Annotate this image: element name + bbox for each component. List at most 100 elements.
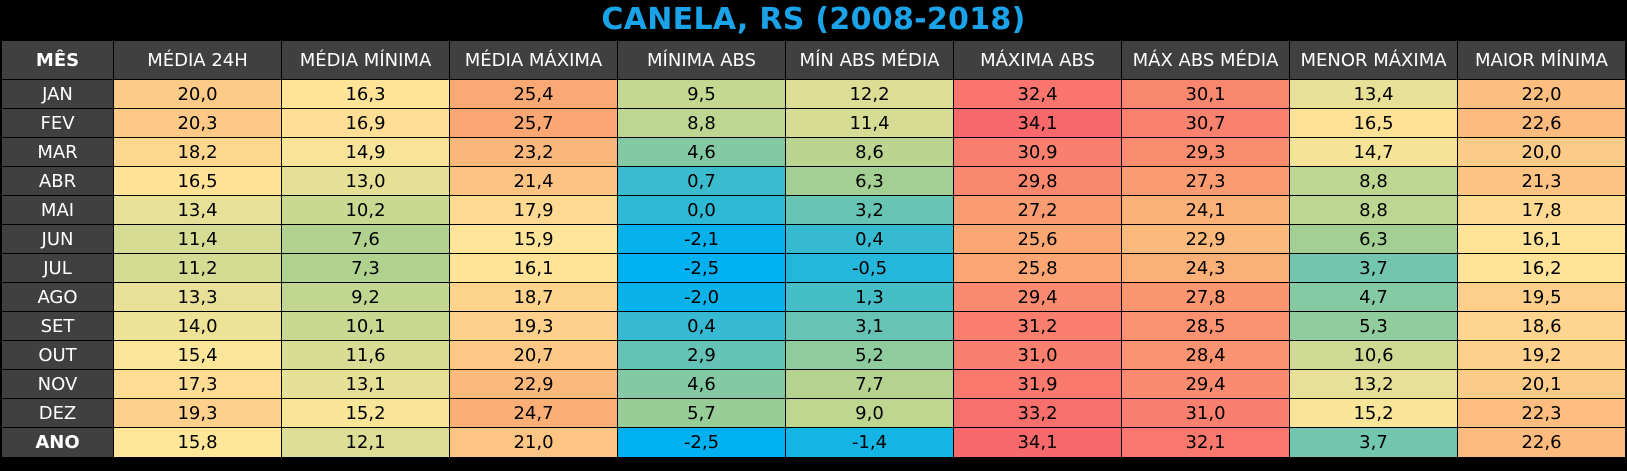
value-cell: 1,3: [785, 282, 954, 312]
value-cell: 12,1: [281, 427, 450, 458]
value-cell: 5,2: [785, 340, 954, 370]
value-cell: 4,6: [617, 369, 786, 399]
annual-row: ANO 15,8 12,1 21,0 -2,5 -1,4 34,1 32,1 3,7 22,6: [1, 427, 1626, 458]
value-cell: 13,4: [1289, 79, 1458, 109]
row-label: JAN: [1, 79, 114, 109]
value-cell: 24,1: [1121, 195, 1290, 225]
month-row: FEV 20,3 16,9 25,7 8,8 11,4 34,1 30,7 16,5 22,6: [1, 108, 1626, 138]
value-cell: 9,2: [281, 282, 450, 312]
value-cell: 6,3: [1289, 224, 1458, 254]
value-cell: 8,8: [1289, 195, 1458, 225]
row-label: FEV: [1, 108, 114, 138]
value-cell: 0,4: [785, 224, 954, 254]
column-header: MÁXIMA ABS: [953, 40, 1122, 80]
value-cell: 32,1: [1121, 427, 1290, 458]
value-cell: 0,0: [617, 195, 786, 225]
value-cell: 14,0: [113, 311, 282, 341]
value-cell: 27,2: [953, 195, 1122, 225]
value-cell: 28,4: [1121, 340, 1290, 370]
value-cell: 14,7: [1289, 137, 1458, 167]
value-cell: 19,3: [449, 311, 618, 341]
value-cell: 31,0: [1121, 398, 1290, 428]
month-row: JUN 11,4 7,6 15,9 -2,1 0,4 25,6 22,9 6,3 16,1: [1, 224, 1626, 254]
value-cell: 15,9: [449, 224, 618, 254]
value-cell: 25,4: [449, 79, 618, 109]
value-cell: 19,2: [1457, 340, 1626, 370]
month-row: DEZ 19,3 15,2 24,7 5,7 9,0 33,2 31,0 15,2 22,3: [1, 398, 1626, 428]
row-label: SET: [1, 311, 114, 341]
value-cell: 7,6: [281, 224, 450, 254]
value-cell: 8,8: [1289, 166, 1458, 196]
value-cell: 0,4: [617, 311, 786, 341]
value-cell: 28,5: [1121, 311, 1290, 341]
row-label: ANO: [1, 427, 114, 458]
value-cell: 4,6: [617, 137, 786, 167]
column-header: MÍN ABS MÉDIA: [785, 40, 954, 80]
value-cell: 21,3: [1457, 166, 1626, 196]
column-header: MÍNIMA ABS: [617, 40, 786, 80]
value-cell: 31,0: [953, 340, 1122, 370]
column-header: MÉDIA MÁXIMA: [449, 40, 618, 80]
value-cell: 24,7: [449, 398, 618, 428]
row-label: JUL: [1, 253, 114, 283]
value-cell: 16,2: [1457, 253, 1626, 283]
month-row: ABR 16,5 13,0 21,4 0,7 6,3 29,8 27,3 8,8 21,3: [1, 166, 1626, 196]
value-cell: 20,1: [1457, 369, 1626, 399]
value-cell: 7,3: [281, 253, 450, 283]
value-cell: -1,4: [785, 427, 954, 458]
row-label: MAI: [1, 195, 114, 225]
value-cell: 15,4: [113, 340, 282, 370]
column-header: MENOR MÁXIMA: [1289, 40, 1458, 80]
value-cell: 8,6: [785, 137, 954, 167]
value-cell: 18,6: [1457, 311, 1626, 341]
value-cell: -2,5: [617, 427, 786, 458]
row-label: DEZ: [1, 398, 114, 428]
value-cell: -2,1: [617, 224, 786, 254]
value-cell: 19,5: [1457, 282, 1626, 312]
value-cell: 20,3: [113, 108, 282, 138]
value-cell: 13,0: [281, 166, 450, 196]
column-header: MAIOR MÍNIMA: [1457, 40, 1626, 80]
value-cell: 7,7: [785, 369, 954, 399]
column-header: MÁX ABS MÉDIA: [1121, 40, 1290, 80]
column-header: MÉDIA MÍNIMA: [281, 40, 450, 80]
value-cell: 21,4: [449, 166, 618, 196]
value-cell: 17,9: [449, 195, 618, 225]
value-cell: 29,8: [953, 166, 1122, 196]
value-cell: 25,7: [449, 108, 618, 138]
value-cell: 16,9: [281, 108, 450, 138]
row-label: MAR: [1, 137, 114, 167]
table-body: JAN 20,0 16,3 25,4 9,5 12,2 32,4 30,1 13,4 22,0 FE…: [1, 79, 1626, 458]
column-header: MÉDIA 24H: [113, 40, 282, 80]
value-cell: 27,3: [1121, 166, 1290, 196]
value-cell: -0,5: [785, 253, 954, 283]
value-cell: 10,1: [281, 311, 450, 341]
value-cell: -2,5: [617, 253, 786, 283]
value-cell: 22,6: [1457, 108, 1626, 138]
value-cell: 10,2: [281, 195, 450, 225]
value-cell: 9,0: [785, 398, 954, 428]
value-cell: 8,8: [617, 108, 786, 138]
month-row: OUT 15,4 11,6 20,7 2,9 5,2 31,0 28,4 10,6 19,2: [1, 340, 1626, 370]
value-cell: 30,9: [953, 137, 1122, 167]
value-cell: 18,7: [449, 282, 618, 312]
value-cell: 10,6: [1289, 340, 1458, 370]
value-cell: 3,7: [1289, 253, 1458, 283]
row-label: NOV: [1, 369, 114, 399]
value-cell: 15,2: [281, 398, 450, 428]
value-cell: 16,1: [1457, 224, 1626, 254]
value-cell: 29,4: [1121, 369, 1290, 399]
value-cell: 2,9: [617, 340, 786, 370]
row-label: ABR: [1, 166, 114, 196]
value-cell: 31,2: [953, 311, 1122, 341]
value-cell: 29,3: [1121, 137, 1290, 167]
value-cell: 13,2: [1289, 369, 1458, 399]
value-cell: 15,2: [1289, 398, 1458, 428]
value-cell: 16,1: [449, 253, 618, 283]
month-row: SET 14,0 10,1 19,3 0,4 3,1 31,2 28,5 5,3 18,6: [1, 311, 1626, 341]
value-cell: 22,9: [1121, 224, 1290, 254]
value-cell: 30,1: [1121, 79, 1290, 109]
value-cell: 17,8: [1457, 195, 1626, 225]
value-cell: 11,4: [113, 224, 282, 254]
